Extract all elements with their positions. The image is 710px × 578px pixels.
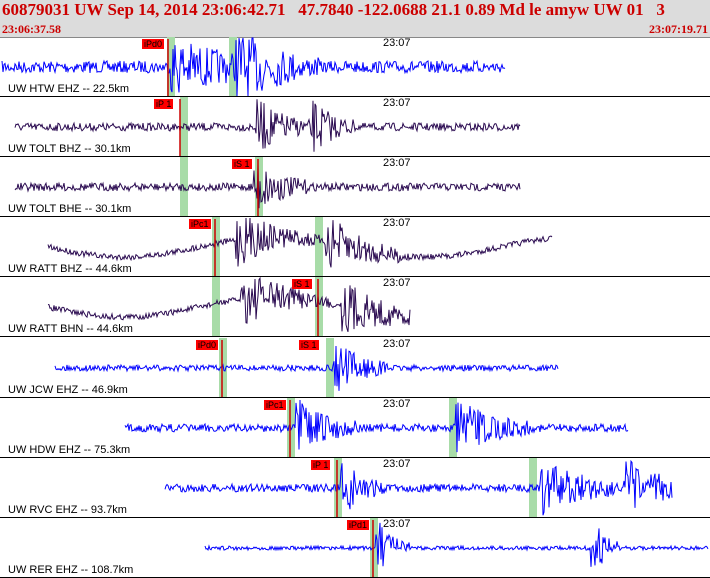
station-label: UW HTW EHZ -- 22.5km xyxy=(8,83,129,95)
trace-panel[interactable]: UW TOLT BHZ -- 30.1km 23:07 iP 1 xyxy=(0,97,710,158)
minute-marker: 23:07 xyxy=(383,217,411,230)
waveform xyxy=(164,459,673,516)
station-label: UW JCW EHZ -- 46.9km xyxy=(8,383,128,396)
waveform xyxy=(124,399,629,452)
phase-pick-label[interactable]: iPd1 xyxy=(347,519,370,530)
phase-pick-label[interactable]: iS 1 xyxy=(232,159,252,170)
station-label: UW TOLT BHE -- 30.1km xyxy=(8,203,132,216)
trace-panel[interactable]: UW RER EHZ -- 108.7km 23:07 iPd1 xyxy=(0,517,710,578)
phase-window xyxy=(167,37,175,96)
station-label: UW RATT BHN -- 44.6km xyxy=(8,323,133,336)
seismogram-trace xyxy=(54,337,559,397)
seismogram-trace xyxy=(47,217,553,277)
phase-pick-label[interactable]: iPd0 xyxy=(142,39,165,49)
trace-panel[interactable]: UW JCW EHZ -- 46.9km 23:07 iPd0 iS 1 xyxy=(0,337,710,398)
phase-pick-label[interactable]: iPd0 xyxy=(196,339,219,350)
trace-panel[interactable]: UW RATT BHN -- 44.6km 23:07 iS 1 xyxy=(0,277,710,338)
waveform xyxy=(204,522,709,567)
station-label: UW HDW EHZ -- 75.3km xyxy=(8,443,131,456)
event-title: 60879031 UW Sep 14, 2014 23:06:42.71 47.… xyxy=(2,0,665,19)
trace-panel[interactable]: UW RATT BHZ -- 44.6km 23:07 iPc1 xyxy=(0,217,710,278)
minute-marker: 23:07 xyxy=(383,277,411,290)
seismogram-trace xyxy=(47,277,411,337)
trace-panel[interactable]: UW HTW EHZ -- 22.5km 23:07 iPd0 xyxy=(0,37,710,97)
waveform xyxy=(14,164,521,209)
phase-window xyxy=(180,97,188,157)
seismogram-trace xyxy=(124,397,629,457)
phase-window xyxy=(315,277,323,337)
phase-pick-label[interactable]: iP 1 xyxy=(154,99,174,110)
minute-marker: 23:07 xyxy=(383,337,411,350)
waveform xyxy=(47,277,411,333)
trace-panel[interactable]: UW RVC EHZ -- 93.7km 23:07 iP 1 xyxy=(0,457,710,518)
seismogram-trace xyxy=(14,157,521,217)
phase-pick-label[interactable]: iPc1 xyxy=(189,219,211,230)
seismogram-trace xyxy=(204,517,709,577)
window-end-time: 23:07:19.71 xyxy=(649,22,708,36)
minute-marker: 23:07 xyxy=(383,397,411,410)
trace-panel[interactable]: UW HDW EHZ -- 75.3km 23:07 iPc1 xyxy=(0,397,710,458)
seismogram-trace xyxy=(164,457,673,517)
waveform xyxy=(14,99,521,152)
phase-window xyxy=(212,277,220,337)
seismogram-trace xyxy=(1,37,506,96)
station-label: UW RATT BHZ -- 44.6km xyxy=(8,263,132,276)
phase-pick-label[interactable]: iS 1 xyxy=(292,279,312,290)
phase-pick-label[interactable]: iP 1 xyxy=(311,459,331,470)
minute-marker: 23:07 xyxy=(383,97,411,110)
phase-window xyxy=(212,217,220,277)
event-header: 60879031 UW Sep 14, 2014 23:06:42.71 47.… xyxy=(0,0,710,38)
station-label: UW RVC EHZ -- 93.7km xyxy=(8,503,127,516)
window-start-time: 23:06:37.58 xyxy=(2,22,61,36)
waveform xyxy=(54,345,559,391)
minute-marker: 23:07 xyxy=(383,157,411,170)
minute-marker: 23:07 xyxy=(383,517,411,530)
phase-window xyxy=(326,337,334,397)
phase-window xyxy=(180,157,188,217)
phase-pick-label[interactable]: iS 1 xyxy=(299,339,319,350)
station-label: UW TOLT BHZ -- 30.1km xyxy=(8,143,131,156)
phase-window xyxy=(315,217,323,277)
seismogram-trace xyxy=(14,97,521,157)
station-label: UW RER EHZ -- 108.7km xyxy=(8,563,134,576)
minute-marker: 23:07 xyxy=(383,457,411,470)
waveform xyxy=(1,37,506,96)
waveform xyxy=(47,218,553,268)
trace-panel[interactable]: UW TOLT BHE -- 30.1km 23:07 iS 1 xyxy=(0,157,710,218)
trace-panels: UW HTW EHZ -- 22.5km 23:07 iPd0 UW TOLT BHZ… xyxy=(0,37,710,578)
phase-pick-label[interactable]: iPc1 xyxy=(264,399,286,410)
minute-marker: 23:07 xyxy=(383,37,411,49)
